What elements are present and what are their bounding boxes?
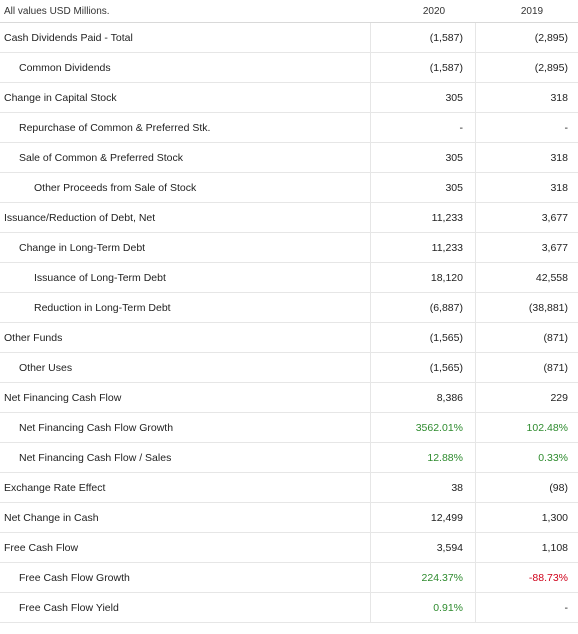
table-row: Free Cash Flow 3,594 1,108 xyxy=(0,533,578,563)
value-2020: - xyxy=(370,113,475,142)
value-2020: 12.88% xyxy=(370,443,475,472)
row-label: Repurchase of Common & Preferred Stk. xyxy=(19,121,211,134)
row-label: Common Dividends xyxy=(19,61,111,74)
row-label: Sale of Common & Preferred Stock xyxy=(19,151,183,164)
table-row: Net Financing Cash Flow Growth 3562.01% 10… xyxy=(0,413,578,443)
table-row: Issuance/Reduction of Debt, Net 11,233 3,6… xyxy=(0,203,578,233)
table-row: Free Cash Flow Growth 224.37% -88.73% xyxy=(0,563,578,593)
value-2020: 3562.01% xyxy=(370,413,475,442)
value-2020: (1,587) xyxy=(370,53,475,82)
table-row: Net Financing Cash Flow / Sales 12.88% 0.3… xyxy=(0,443,578,473)
value-2020: 224.37% xyxy=(370,563,475,592)
value-2019: 229 xyxy=(475,383,578,412)
value-2020: (1,587) xyxy=(370,23,475,52)
table-row: Free Cash Flow Yield 0.91% - xyxy=(0,593,578,623)
value-2019: -88.73% xyxy=(475,563,578,592)
table-row: Other Uses (1,565) (871) xyxy=(0,353,578,383)
value-2019: (2,895) xyxy=(475,23,578,52)
value-2020: 305 xyxy=(370,143,475,172)
value-2020: 11,233 xyxy=(370,233,475,262)
value-2019: 1,300 xyxy=(475,503,578,532)
table-header: All values USD Millions. 2020 2019 xyxy=(0,0,578,23)
row-label: Issuance/Reduction of Debt, Net xyxy=(4,211,156,224)
row-label: Exchange Rate Effect xyxy=(4,481,106,494)
value-2019: 102.48% xyxy=(475,413,578,442)
row-label: Free Cash Flow Growth xyxy=(19,571,130,584)
row-label: Net Change in Cash xyxy=(4,511,99,524)
row-label: Cash Dividends Paid - Total xyxy=(4,31,133,44)
row-label: Net Financing Cash Flow xyxy=(4,391,122,404)
table-row: Sale of Common & Preferred Stock 305 318 xyxy=(0,143,578,173)
table-row: Net Financing Cash Flow 8,386 229 xyxy=(0,383,578,413)
row-label: Other Funds xyxy=(4,331,63,344)
table-row: Other Proceeds from Sale of Stock 305 318 xyxy=(0,173,578,203)
value-2019: - xyxy=(475,593,578,622)
value-2019: 42,558 xyxy=(475,263,578,292)
table-body: Cash Dividends Paid - Total (1,587) (2,895… xyxy=(0,23,578,623)
value-2020: (6,887) xyxy=(370,293,475,322)
value-2020: 3,594 xyxy=(370,533,475,562)
row-label: Other Uses xyxy=(19,361,73,374)
value-2019: (98) xyxy=(475,473,578,502)
value-2020: 11,233 xyxy=(370,203,475,232)
value-2020: 0.91% xyxy=(370,593,475,622)
table-row: Issuance of Long-Term Debt 18,120 42,558 xyxy=(0,263,578,293)
row-label: Free Cash Flow Yield xyxy=(19,601,119,614)
table-row: Exchange Rate Effect 38 (98) xyxy=(0,473,578,503)
row-label: Free Cash Flow xyxy=(4,541,79,554)
value-2020: 38 xyxy=(370,473,475,502)
value-2019: 3,677 xyxy=(475,203,578,232)
row-label: Change in Capital Stock xyxy=(4,91,117,104)
row-label: Net Financing Cash Flow / Sales xyxy=(19,451,172,464)
value-2020: (1,565) xyxy=(370,323,475,352)
value-2019: (38,881) xyxy=(475,293,578,322)
value-2019: (871) xyxy=(475,323,578,352)
value-2019: 3,677 xyxy=(475,233,578,262)
row-label: Net Financing Cash Flow Growth xyxy=(19,421,174,434)
value-2019: 318 xyxy=(475,83,578,112)
value-2019: 1,108 xyxy=(475,533,578,562)
units-note: All values USD Millions. xyxy=(4,5,110,17)
row-label: Other Proceeds from Sale of Stock xyxy=(34,181,197,194)
row-label: Change in Long-Term Debt xyxy=(19,241,146,254)
table-row: Cash Dividends Paid - Total (1,587) (2,895… xyxy=(0,23,578,53)
row-label: Issuance of Long-Term Debt xyxy=(34,271,166,284)
value-2019: 318 xyxy=(475,143,578,172)
table-row: Other Funds (1,565) (871) xyxy=(0,323,578,353)
table-row: Common Dividends (1,587) (2,895) xyxy=(0,53,578,83)
value-2020: (1,565) xyxy=(370,353,475,382)
table-row: Repurchase of Common & Preferred Stk. - - xyxy=(0,113,578,143)
value-2019: (871) xyxy=(475,353,578,382)
value-2019: (2,895) xyxy=(475,53,578,82)
table-row: Net Change in Cash 12,499 1,300 xyxy=(0,503,578,533)
value-2019: 318 xyxy=(475,173,578,202)
value-2020: 305 xyxy=(370,83,475,112)
value-2019: - xyxy=(475,113,578,142)
table-row: Change in Long-Term Debt 11,233 3,677 xyxy=(0,233,578,263)
table-row: Change in Capital Stock 305 318 xyxy=(0,83,578,113)
value-2020: 12,499 xyxy=(370,503,475,532)
row-label: Reduction in Long-Term Debt xyxy=(34,301,171,314)
table-row: Reduction in Long-Term Debt (6,887) (38,88… xyxy=(0,293,578,323)
column-header-2019: 2019 xyxy=(520,5,544,17)
value-2020: 305 xyxy=(370,173,475,202)
value-2020: 18,120 xyxy=(370,263,475,292)
value-2020: 8,386 xyxy=(370,383,475,412)
value-2019: 0.33% xyxy=(475,443,578,472)
column-header-2020: 2020 xyxy=(422,5,446,17)
